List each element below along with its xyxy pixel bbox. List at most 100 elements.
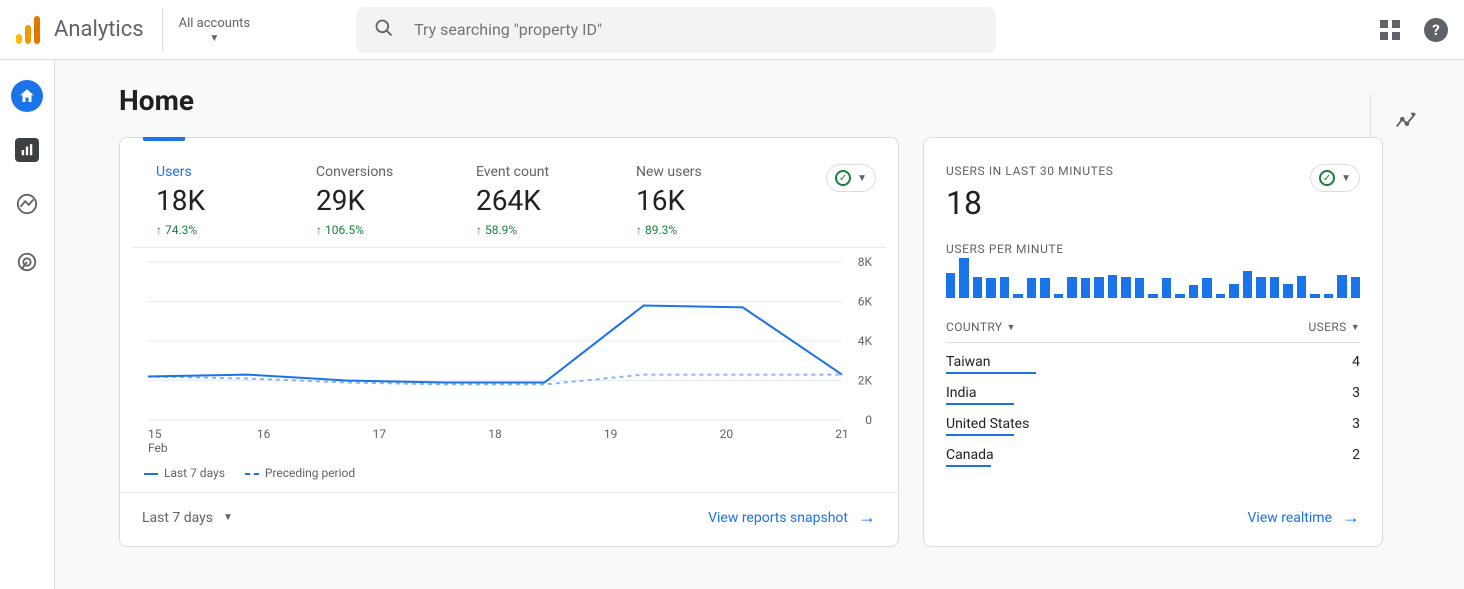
metric-label: New users (636, 164, 776, 180)
spark-bar (1189, 285, 1198, 298)
spark-bar (1054, 294, 1063, 298)
legend-current: Last 7 days (144, 466, 225, 480)
svg-text:21: 21 (835, 427, 849, 441)
view-realtime-link[interactable]: View realtime → (1248, 507, 1360, 528)
search-icon (374, 18, 394, 42)
spark-bar (1310, 294, 1319, 298)
metric-label: Users (156, 164, 296, 180)
country-bar (946, 434, 1014, 436)
metric-value: 264K (476, 184, 616, 217)
legend-previous: Preceding period (245, 466, 355, 480)
spark-bar (1351, 277, 1360, 298)
spark-bar (1216, 294, 1225, 298)
svg-text:19: 19 (604, 427, 618, 441)
checkmark-icon: ✓ (1319, 170, 1335, 186)
spark-bar (1243, 271, 1252, 298)
spark-bar (1297, 276, 1306, 298)
spark-bar (946, 273, 955, 298)
country-name: India (946, 385, 976, 401)
apps-grid-icon[interactable] (1380, 20, 1400, 40)
period-picker-label: Last 7 days (142, 510, 213, 526)
realtime-header-label: USERS IN LAST 30 MINUTES (946, 164, 1360, 178)
account-switcher[interactable]: All accounts ▼ (162, 8, 266, 52)
nav-advertising-icon[interactable] (11, 246, 43, 278)
country-column-header[interactable]: COUNTRY ▼ (946, 320, 1016, 334)
metric-delta: 58.9% (476, 223, 616, 237)
arrow-right-icon: → (858, 507, 876, 528)
product-name: Analytics (54, 17, 144, 42)
metric-value: 29K (316, 184, 456, 217)
search-input[interactable] (414, 20, 978, 39)
users-column-header[interactable]: USERS ▼ (1308, 320, 1360, 334)
svg-text:15: 15 (148, 427, 162, 441)
main-content: Home ✓ ▼ Users18K74.3%Conversions29K106.… (55, 60, 1464, 589)
metric-delta: 89.3% (636, 223, 776, 237)
metric-label: Conversions (316, 164, 456, 180)
help-icon[interactable]: ? (1424, 18, 1448, 42)
nav-reports-icon[interactable] (15, 138, 39, 162)
country-row: United States3 (946, 409, 1360, 436)
spark-bar (1000, 277, 1009, 298)
status-pill[interactable]: ✓ ▼ (1310, 164, 1360, 192)
metric-users[interactable]: Users18K74.3% (156, 164, 296, 237)
country-table-header: COUNTRY ▼ USERS ▼ (946, 320, 1360, 343)
metric-event-count[interactable]: Event count264K58.9% (476, 164, 616, 237)
metrics-row: Users18K74.3%Conversions29K106.5%Event c… (132, 138, 886, 248)
spark-bar (1256, 277, 1265, 298)
realtime-big-number: 18 (946, 184, 1360, 222)
svg-text:8K: 8K (858, 256, 873, 269)
metric-new-users[interactable]: New users 16K 89.3% (636, 164, 776, 237)
spark-bar (1040, 278, 1049, 298)
spark-bar (1081, 278, 1090, 298)
country-name: Canada (946, 447, 994, 463)
svg-text:4K: 4K (858, 334, 873, 348)
link-label: View reports snapshot (708, 510, 848, 526)
spark-bar (973, 277, 982, 298)
search-bar[interactable] (356, 7, 996, 53)
status-pill[interactable]: ✓ ▼ (826, 164, 876, 192)
country-users: 3 (1352, 385, 1360, 401)
spark-bar (1148, 294, 1157, 298)
chevron-down-icon: ▼ (857, 173, 867, 184)
spark-bar (1067, 277, 1076, 298)
svg-text:16: 16 (257, 427, 271, 441)
spark-bar (1094, 277, 1103, 298)
chart-legend: Last 7 days Preceding period (120, 460, 898, 486)
spark-bar (1108, 275, 1117, 298)
app-header: Analytics All accounts ▼ ? (0, 0, 1464, 60)
country-users: 4 (1352, 354, 1360, 370)
country-users: 3 (1352, 416, 1360, 432)
line-chart: 02K4K6K8K15Feb161718192021 (120, 248, 898, 460)
metric-delta: 74.3% (156, 223, 296, 237)
spark-bar (1324, 294, 1333, 298)
spark-bar (1135, 278, 1144, 298)
country-bar (946, 403, 1014, 405)
metric-delta: 106.5% (316, 223, 456, 237)
overview-card-footer: Last 7 days ▼ View reports snapshot → (120, 492, 898, 542)
spark-bar (1202, 278, 1211, 298)
view-reports-snapshot-link[interactable]: View reports snapshot → (708, 507, 876, 528)
account-switcher-label: All accounts (179, 16, 250, 31)
period-picker[interactable]: Last 7 days ▼ (142, 510, 233, 526)
spark-bar (1229, 284, 1238, 298)
metric-conversions[interactable]: Conversions 29K 106.5% (316, 164, 456, 237)
chevron-down-icon: ▼ (1351, 322, 1360, 333)
spark-bar (1337, 275, 1346, 298)
svg-text:20: 20 (720, 427, 734, 441)
realtime-card: ✓ ▼ USERS IN LAST 30 MINUTES 18 USERS PE… (923, 137, 1383, 547)
metric-value: 16K (636, 184, 776, 217)
checkmark-icon: ✓ (835, 170, 851, 186)
nav-explore-icon[interactable] (11, 188, 43, 220)
chevron-down-icon: ▼ (223, 512, 233, 523)
country-row: Taiwan4 (946, 347, 1360, 374)
users-per-minute-sparkbars (946, 256, 1360, 298)
active-metric-indicator (143, 137, 185, 141)
realtime-card-footer: View realtime → (924, 489, 1382, 546)
insights-icon (1395, 110, 1417, 136)
nav-home-icon[interactable] (11, 80, 43, 112)
spark-bar (1013, 294, 1022, 298)
analytics-logo-icon (16, 16, 42, 44)
country-row: India 3 (946, 378, 1360, 405)
spark-bar (1175, 294, 1184, 298)
spark-bar (959, 258, 968, 298)
